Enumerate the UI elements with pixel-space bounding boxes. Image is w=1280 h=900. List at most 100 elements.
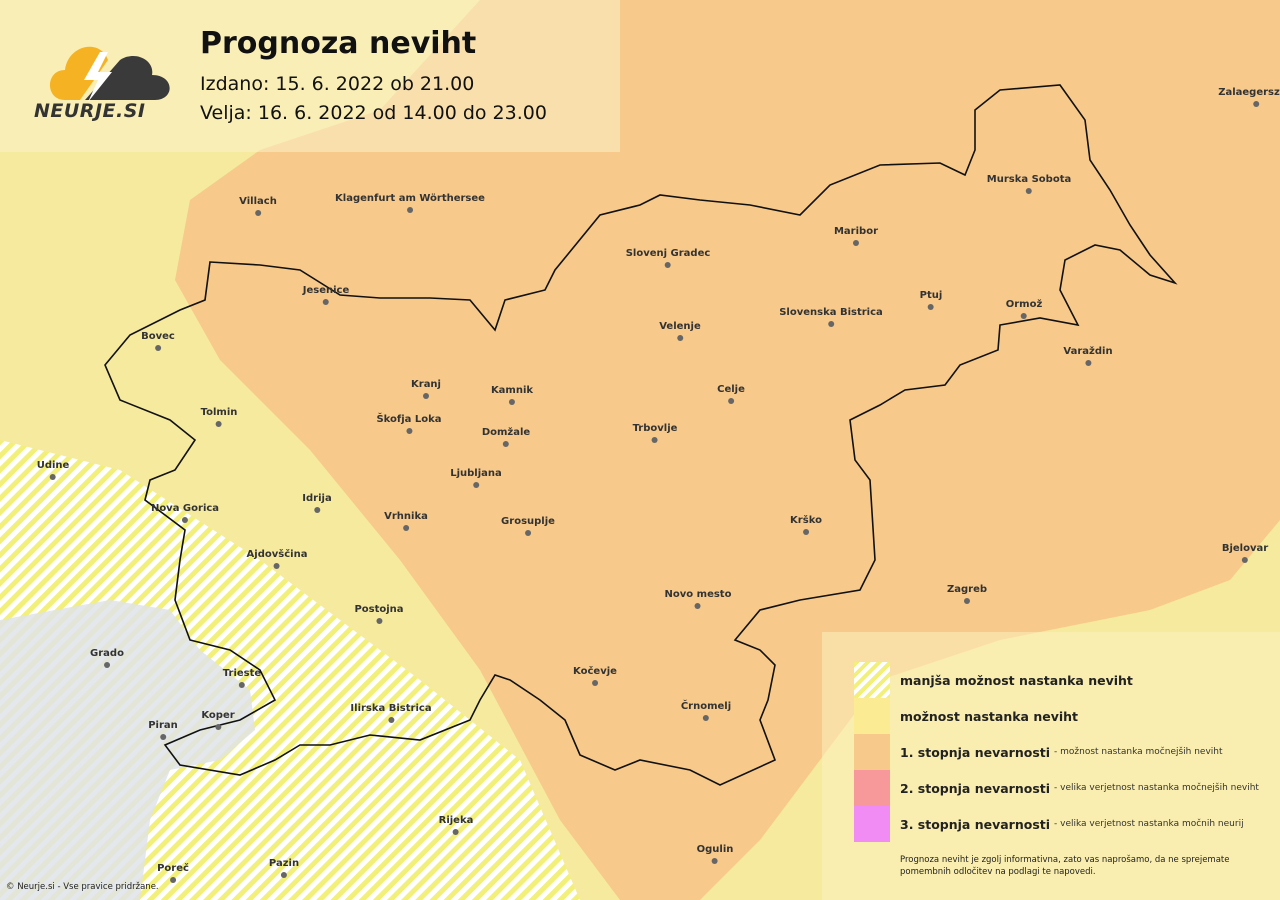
city-name: Grado [90,648,124,659]
city-name: Trieste [222,668,262,679]
city-label: Domžale [482,427,530,447]
city-name: Poreč [157,863,189,874]
city-name: Rijeka [438,815,474,826]
city-label: Ljubljana [450,468,502,488]
legend-swatch [854,806,890,842]
city-label: Ilirska Bistrica [350,703,432,723]
city-name: Maribor [833,226,879,237]
city-label: Kočevje [573,666,617,686]
city-label: Krško [790,515,822,535]
city-dot-icon [928,304,934,310]
city-dot-icon [154,345,161,351]
legend-title: 3. stopnja nevarnosti [900,816,1051,832]
city-dot-icon [853,240,859,246]
city-label: Piran [148,720,178,740]
city-name: Ormož [1005,299,1043,310]
legend-title: manjša možnost nastanka neviht [900,672,1133,688]
legend-desc: - možnost nastanka močnejših neviht [1054,747,1223,757]
city-label: Postojna [354,604,404,624]
city-name: Velenje [659,321,701,332]
city-dot-icon [591,680,598,686]
city-name: Idrija [302,493,332,504]
legend-title: 1. stopnja nevarnosti [900,744,1051,760]
legend-swatch [854,662,890,698]
city-name: Kranj [411,379,441,390]
city-dot-icon [160,734,166,740]
city-dot-icon [1241,557,1248,563]
city-label: Pazin [269,858,299,878]
city-dot-icon [375,618,382,624]
city-label: Ormož [1005,299,1043,319]
city-name: Postojna [354,604,404,615]
city-dot-icon [405,428,412,434]
city-dot-icon [964,598,970,604]
city-label: Zagreb [947,584,987,604]
city-label: Tolmin [200,407,238,427]
legend-swatch [854,770,890,806]
city-dot-icon [802,529,809,535]
city-dot-icon [215,421,222,427]
city-dot-icon [214,724,221,730]
city-name: Udine [36,460,70,471]
city-label: Poreč [157,863,189,883]
city-label: Klagenfurt am Wörthersee [335,193,485,213]
city-label: Ogulin [697,844,733,864]
city-name: Tolmin [200,407,238,418]
city-label: Maribor [834,226,878,246]
city-dot-icon [181,517,188,523]
brand-name: NEURJE.SI [34,100,146,122]
city-dot-icon [273,563,280,569]
city-name: Domžale [481,427,531,438]
legend: manjša možnost nastanka neviht možnost n… [822,632,1280,900]
legend-desc: - velika verjetnost nastanka močnejših n… [1054,783,1259,793]
header-panel: NEURJE.SI Prognoza neviht Izdano: 15. 6.… [0,0,620,152]
city-dot-icon [676,335,683,341]
city-name: Škofja Loka [376,414,442,425]
city-name: Varaždin [1063,346,1113,357]
disclaimer: Prognoza neviht je zgolj informativna, z… [900,855,1230,877]
city-dot-icon [323,299,329,305]
city-dot-icon [694,603,701,609]
city-label: Rijeka [438,815,474,835]
city-dot-icon [727,398,734,404]
city-name: Trbovlje [632,423,678,434]
city-dot-icon [103,662,110,668]
city-name: Jesenice [302,285,350,296]
city-label: Trbovlje [632,423,678,443]
city-dot-icon [1026,188,1032,194]
city-label: Nova Gorica [151,503,219,523]
city-name: Ilirska Bistrica [350,703,432,714]
city-label: Koper [201,710,235,730]
city-name: Bjelovar [1221,543,1269,554]
city-dot-icon [387,717,394,723]
page-title: Prognoza neviht [200,26,477,61]
city-label: Celje [717,384,745,404]
city-dot-icon [407,207,413,213]
city-label: Grosuplje [501,516,555,536]
city-name: Ajdovščina [246,549,308,560]
city-name: Zagreb [946,584,988,595]
city-dot-icon [1252,101,1259,107]
city-dot-icon [281,872,287,878]
city-label: Varaždin [1063,346,1113,366]
city-name: Koper [201,710,235,721]
city-name: Zalaegerszeg [1218,87,1280,98]
city-name: Celje [717,384,745,395]
city-label: Velenje [659,321,701,341]
city-name: Pazin [268,858,300,869]
city-dot-icon [524,530,531,536]
city-label: Bovec [141,331,175,351]
legend-swatch [854,698,890,734]
city-name: Klagenfurt am Wörthersee [335,193,485,204]
city-dot-icon [403,525,409,531]
copyright: © Neurje.si - Vse pravice pridržane. [6,882,159,892]
city-dot-icon [473,482,479,488]
city-label: Vrhnika [384,511,428,531]
city-dot-icon [827,321,834,327]
city-name: Ljubljana [450,468,502,479]
city-label: Slovenska Bistrica [779,307,883,327]
city-dot-icon [170,877,176,883]
city-dot-icon [702,715,709,721]
issued-date: Izdano: 15. 6. 2022 ob 21.00 [200,73,475,95]
city-name: Kamnik [490,385,534,396]
